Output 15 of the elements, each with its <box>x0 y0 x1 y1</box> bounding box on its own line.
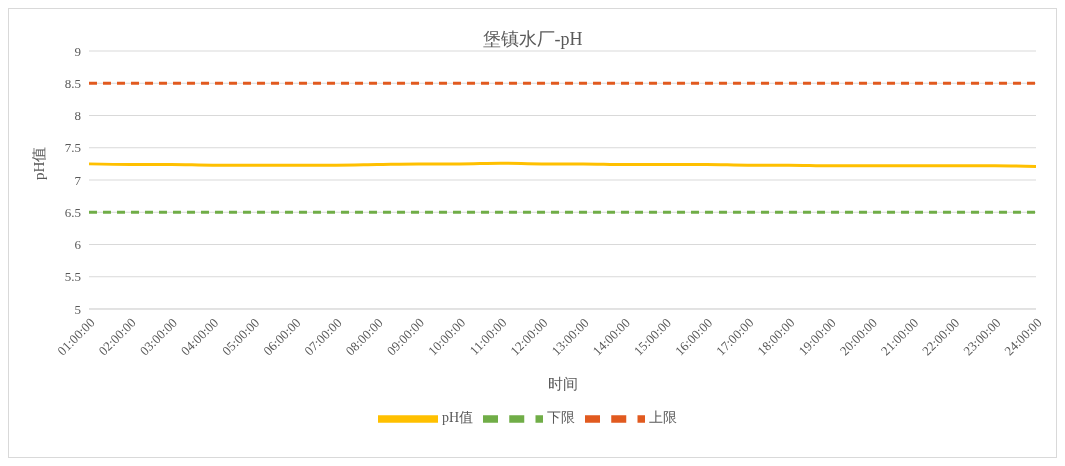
legend-label: pH值 <box>441 410 474 426</box>
legend-label: 上限 <box>649 410 678 426</box>
y-tick-label: 8.5 <box>64 75 81 91</box>
y-tick-label: 7.5 <box>64 140 81 156</box>
y-tick-label: 5.5 <box>64 269 81 285</box>
y-tick-label: 6 <box>74 237 82 253</box>
y-tick-label: 9 <box>74 43 81 59</box>
x-axis-title: 时间 <box>547 376 578 392</box>
y-tick-label: 7 <box>74 172 82 188</box>
legend-label: 下限 <box>547 410 576 426</box>
y-tick-label: 6.5 <box>64 204 81 220</box>
y-tick-label: 5 <box>74 301 81 317</box>
y-axis-title: pH值 <box>31 146 48 180</box>
y-tick-label: 8 <box>74 108 81 124</box>
chart-title: 堡镇水厂-pH <box>482 29 583 49</box>
